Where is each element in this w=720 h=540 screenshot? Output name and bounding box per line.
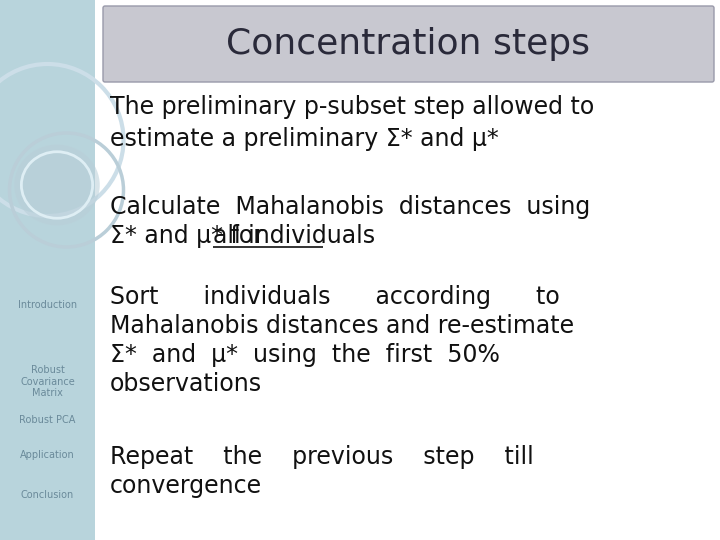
Text: Robust
Covariance
Matrix: Robust Covariance Matrix xyxy=(20,365,75,398)
FancyBboxPatch shape xyxy=(103,6,714,82)
Text: Calculate  Mahalanobis  distances  using: Calculate Mahalanobis distances using xyxy=(110,195,590,219)
Text: Application: Application xyxy=(20,450,75,460)
Text: all individuals: all individuals xyxy=(213,224,375,248)
Text: observations: observations xyxy=(110,372,262,396)
Text: Conclusion: Conclusion xyxy=(21,490,74,500)
Text: Concentration steps: Concentration steps xyxy=(227,27,590,61)
Text: convergence: convergence xyxy=(110,474,262,498)
Text: Σ*  and  μ*  using  the  first  50%: Σ* and μ* using the first 50% xyxy=(110,343,500,367)
Text: The preliminary p-subset step allowed to
estimate a preliminary Σ* and μ*: The preliminary p-subset step allowed to… xyxy=(110,95,594,151)
Text: Σ* and μ* for: Σ* and μ* for xyxy=(110,224,271,248)
Text: Mahalanobis distances and re-estimate: Mahalanobis distances and re-estimate xyxy=(110,314,574,338)
Text: Repeat    the    previous    step    till: Repeat the previous step till xyxy=(110,445,534,469)
Text: Sort      individuals      according      to: Sort individuals according to xyxy=(110,285,559,309)
Text: Robust PCA: Robust PCA xyxy=(19,415,76,425)
Ellipse shape xyxy=(14,145,100,225)
Text: Introduction: Introduction xyxy=(18,300,77,310)
Bar xyxy=(0,0,95,540)
